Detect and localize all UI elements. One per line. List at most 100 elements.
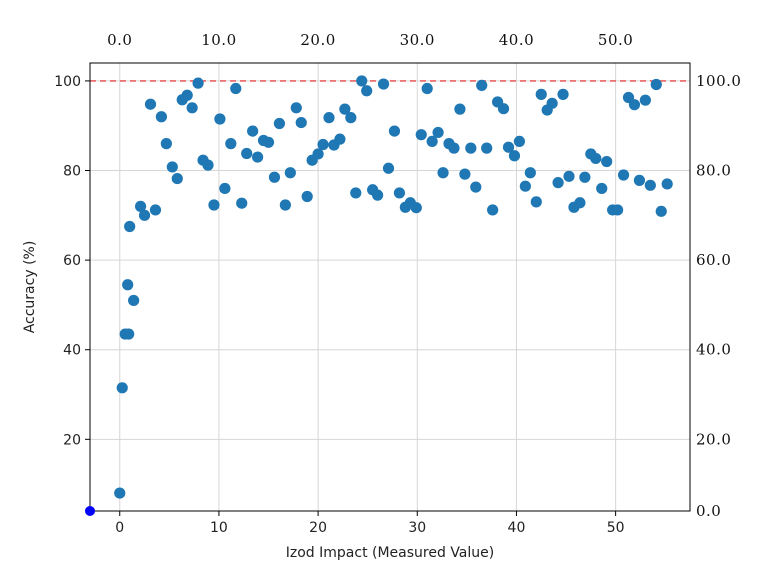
data-point bbox=[382, 162, 395, 174]
data-point bbox=[454, 103, 466, 115]
data-point bbox=[356, 75, 368, 87]
data-point bbox=[262, 136, 275, 148]
y-tick-label: 100 bbox=[54, 74, 81, 90]
data-point bbox=[301, 190, 313, 203]
data-point bbox=[124, 220, 136, 233]
data-point bbox=[377, 78, 390, 90]
data-point bbox=[236, 197, 248, 209]
y-tick-label: 80 bbox=[63, 164, 81, 180]
y-tick-labels-right: 0.0 20.0 40.0 60.0 80.0 100.0 bbox=[696, 72, 741, 520]
data-point bbox=[633, 174, 646, 186]
y-tick-label: 60 bbox=[63, 253, 81, 269]
data-point bbox=[166, 161, 178, 173]
data-point bbox=[476, 79, 488, 91]
data-point bbox=[415, 129, 427, 141]
data-point bbox=[432, 126, 444, 139]
data-points bbox=[114, 75, 673, 499]
data-point bbox=[421, 82, 433, 95]
data-point bbox=[579, 171, 591, 183]
data-point bbox=[134, 200, 147, 212]
x-tick-label: 0 bbox=[115, 520, 124, 536]
data-point bbox=[639, 94, 651, 106]
data-point bbox=[617, 169, 630, 181]
data-point bbox=[470, 181, 482, 193]
data-point bbox=[574, 197, 586, 209]
data-point bbox=[312, 148, 324, 160]
data-point bbox=[345, 112, 357, 124]
origin-marker-group bbox=[85, 506, 95, 516]
x-tick-label-top: 10.0 bbox=[201, 31, 236, 49]
data-point bbox=[123, 328, 135, 340]
data-point bbox=[465, 142, 477, 154]
x-tick-label: 10 bbox=[210, 520, 228, 536]
data-point bbox=[393, 187, 406, 199]
y-tick-label-right: 100.0 bbox=[696, 72, 741, 90]
y-tick-label-right: 60.0 bbox=[696, 251, 731, 269]
data-point bbox=[437, 167, 449, 179]
data-point bbox=[519, 180, 531, 192]
data-point bbox=[268, 171, 281, 183]
y-tick-label: 40 bbox=[63, 343, 81, 359]
data-point bbox=[361, 85, 373, 97]
y-tick-labels-left: 20 40 60 80 100 bbox=[54, 74, 81, 448]
x-tick-label-top: 0.0 bbox=[107, 31, 132, 49]
x-tick-labels-top: 0.0 10.0 20.0 30.0 40.0 50.0 bbox=[107, 31, 633, 49]
data-point bbox=[530, 196, 542, 208]
data-point bbox=[252, 151, 264, 163]
data-point bbox=[546, 97, 558, 109]
data-point bbox=[557, 88, 569, 100]
data-point bbox=[448, 142, 460, 154]
data-point bbox=[650, 78, 662, 91]
data-point bbox=[144, 98, 157, 110]
y-tick-label-right: 40.0 bbox=[696, 341, 731, 359]
y-axis-title: Accuracy (%) bbox=[22, 241, 38, 334]
data-point bbox=[661, 178, 673, 190]
x-tick-label: 50 bbox=[607, 520, 625, 536]
data-point bbox=[644, 179, 656, 191]
data-point bbox=[596, 182, 608, 195]
y-tick-label-right: 0.0 bbox=[696, 502, 721, 520]
data-point bbox=[247, 125, 259, 137]
x-axis-title: Izod Impact (Measured Value) bbox=[286, 545, 494, 561]
data-point bbox=[192, 77, 204, 89]
data-point bbox=[290, 102, 302, 114]
data-point bbox=[552, 177, 564, 189]
data-point bbox=[116, 382, 128, 394]
data-point bbox=[138, 209, 151, 221]
tick-marks bbox=[85, 80, 617, 516]
data-point bbox=[171, 172, 183, 185]
data-point bbox=[590, 152, 602, 165]
x-tick-label-top: 50.0 bbox=[598, 31, 633, 49]
x-tick-label: 40 bbox=[508, 520, 526, 536]
x-tick-label-top: 30.0 bbox=[400, 31, 435, 49]
data-point bbox=[214, 113, 226, 125]
data-point bbox=[149, 204, 162, 216]
data-point bbox=[295, 116, 307, 129]
data-point bbox=[181, 89, 193, 101]
data-point bbox=[524, 167, 536, 179]
data-point bbox=[497, 103, 510, 115]
data-point bbox=[350, 187, 362, 199]
data-point bbox=[317, 138, 329, 151]
data-point bbox=[339, 103, 351, 115]
data-point bbox=[563, 170, 575, 182]
data-point bbox=[502, 141, 515, 153]
data-point bbox=[219, 182, 231, 195]
data-point bbox=[655, 205, 667, 217]
data-point bbox=[155, 111, 168, 123]
data-point bbox=[122, 279, 134, 291]
plot-frame bbox=[89, 62, 691, 512]
data-point bbox=[535, 88, 547, 100]
x-tick-label: 30 bbox=[408, 520, 426, 536]
x-tick-label-top: 20.0 bbox=[300, 31, 335, 49]
y-tick-label-right: 20.0 bbox=[696, 430, 731, 448]
data-point bbox=[284, 167, 296, 179]
data-point bbox=[334, 133, 346, 145]
data-point bbox=[487, 204, 499, 216]
data-point bbox=[601, 155, 613, 168]
data-point bbox=[230, 82, 242, 95]
data-point bbox=[372, 189, 384, 201]
data-point bbox=[513, 135, 526, 147]
data-point bbox=[459, 168, 471, 180]
